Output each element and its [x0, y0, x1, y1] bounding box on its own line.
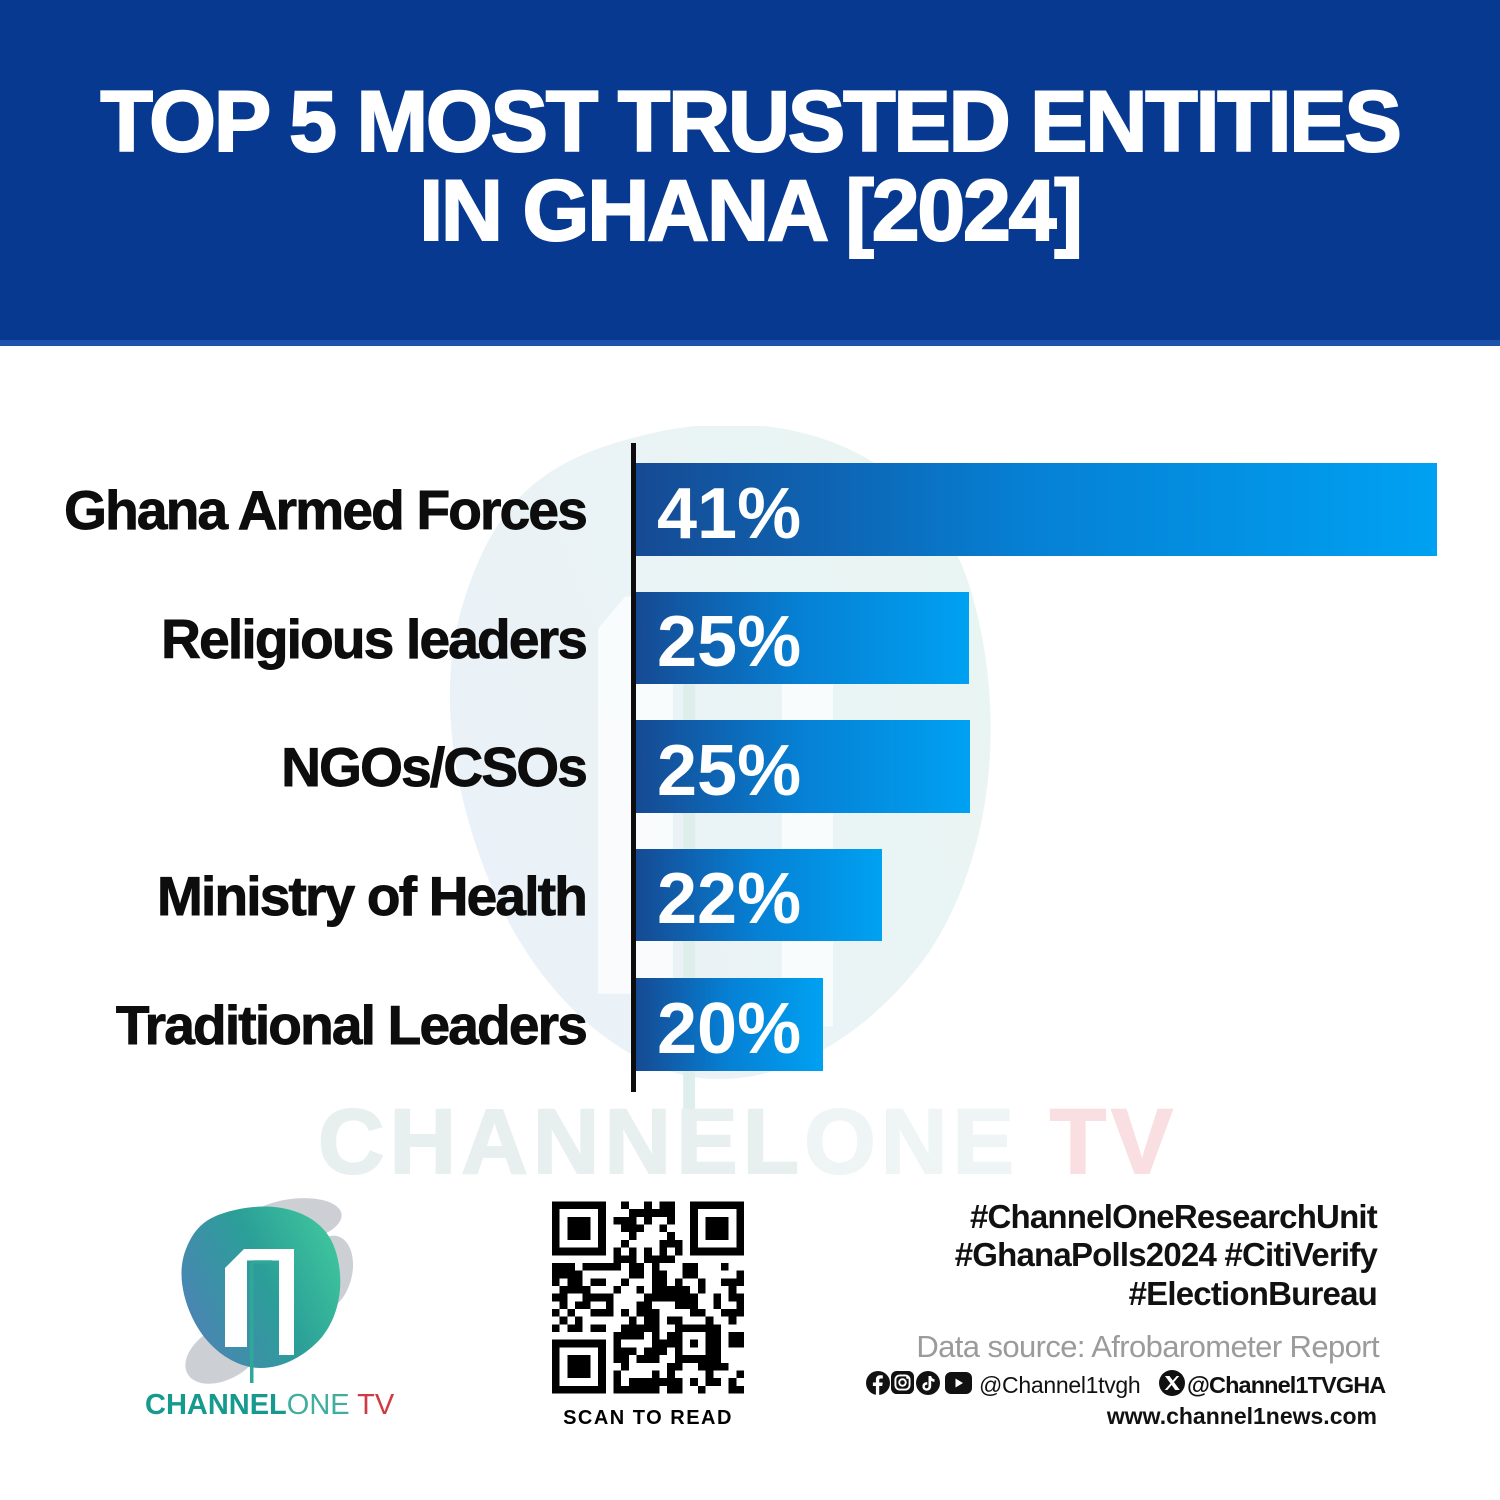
svg-text:CHANNELONE TV: CHANNELONE TV: [145, 1389, 395, 1421]
